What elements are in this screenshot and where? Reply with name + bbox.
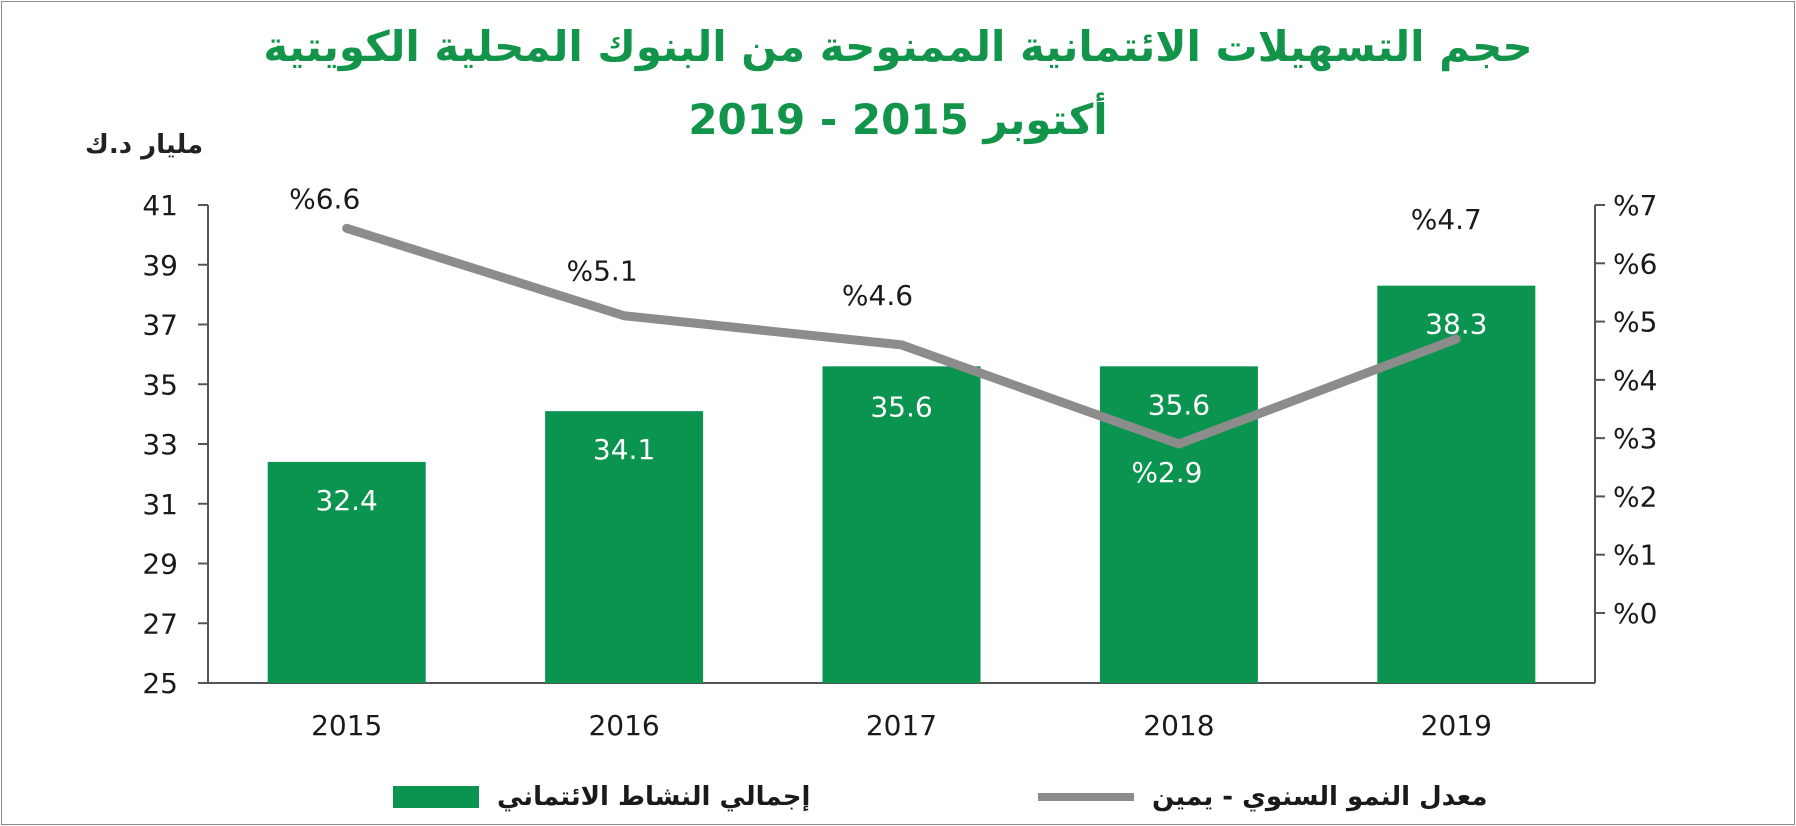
left-axis-unit: مليار د.ك [85, 130, 204, 160]
bar-value-label: 34.1 [593, 433, 655, 466]
x-axis-tick-label: 2017 [866, 709, 937, 742]
bar-2019 [1377, 285, 1536, 683]
left-axis-tick-label: 31 [142, 488, 178, 521]
chart-subtitle: أكتوبر 2015 - 2019 [688, 95, 1108, 144]
left-axis-tick-label: 33 [142, 428, 178, 461]
left-axis-tick-label: 27 [142, 607, 178, 640]
line-value-label: %6.6 [289, 182, 360, 215]
bar-value-label: 32.4 [316, 484, 378, 517]
line-value-label: %4.6 [842, 279, 913, 312]
legend-line-label: معدل النمو السنوي - يمين [1152, 782, 1488, 812]
legend-item-line: معدل النمو السنوي - يمين [1038, 780, 1487, 814]
legend-line-swatch [1038, 793, 1134, 801]
line-value-label: %2.9 [1131, 456, 1202, 489]
left-axis-tick-label: 37 [142, 309, 178, 342]
growth-line [342, 223, 1461, 449]
right-axis-tick-label: %3 [1613, 422, 1657, 455]
left-axis-tick-label: 39 [142, 249, 178, 282]
right-axis-tick-label: %6 [1613, 247, 1657, 280]
x-axis-tick-label: 2018 [1143, 709, 1214, 742]
bar-value-label: 38.3 [1425, 308, 1487, 341]
right-axis-tick-label: %5 [1613, 306, 1657, 339]
right-axis-tick-label: %0 [1613, 597, 1657, 630]
right-axis-tick-label: %7 [1613, 189, 1657, 222]
chart-title: حجم التسهيلات الائتمانية الممنوحة من الب… [263, 22, 1533, 71]
right-axis-tick-label: %2 [1613, 480, 1657, 513]
x-axis-tick-label: 2019 [1421, 709, 1492, 742]
right-axis-tick-label: %1 [1613, 539, 1657, 572]
line-value-label: %4.7 [1411, 203, 1482, 236]
legend-item-bars: إجمالي النشاط الائتماني [393, 780, 810, 814]
right-axis-tick-label: %4 [1613, 364, 1657, 397]
legend-bars-label: إجمالي النشاط الائتماني [497, 782, 811, 812]
bar-2018 [1099, 366, 1258, 683]
left-axis-tick-label: 29 [142, 548, 178, 581]
bar-2015 [267, 461, 426, 683]
bar-value-label: 35.6 [1148, 388, 1210, 421]
bar-value-label: 35.6 [870, 390, 932, 423]
left-axis-tick-label: 25 [142, 667, 178, 700]
left-axis-tick-label: 35 [142, 368, 178, 401]
x-axis-tick-label: 2016 [588, 709, 659, 742]
x-axis-tick-label: 2015 [311, 709, 382, 742]
line-value-label: %5.1 [567, 255, 638, 288]
bar-2017 [822, 366, 981, 683]
legend-bars-swatch [393, 786, 479, 808]
bar-2016 [545, 411, 704, 683]
left-axis-tick-label: 41 [142, 189, 178, 222]
